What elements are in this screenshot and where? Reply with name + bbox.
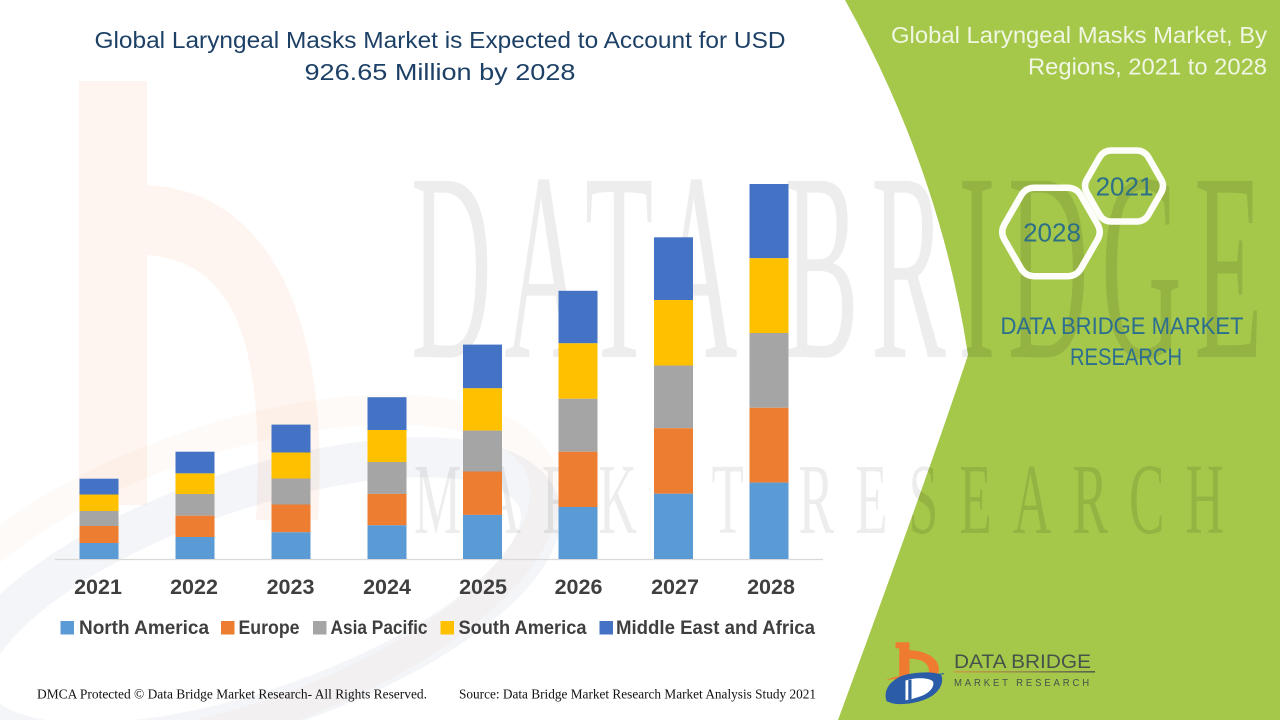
svg-text:DATA BRIDGE: DATA BRIDGE	[954, 651, 1091, 673]
svg-text:MARKET RESEARCH: MARKET RESEARCH	[954, 678, 1092, 689]
svg-text:Regions, 2021 to 2028: Regions, 2021 to 2028	[1028, 54, 1267, 80]
svg-text:2021: 2021	[1096, 172, 1154, 202]
svg-text:2022: 2022	[170, 575, 218, 599]
svg-text:2028: 2028	[747, 575, 795, 599]
svg-text:926.65 Million by 2028: 926.65 Million by 2028	[305, 59, 576, 85]
svg-text:Asia Pacific: Asia Pacific	[331, 618, 428, 639]
svg-text:Europe: Europe	[239, 618, 300, 639]
svg-text:2024: 2024	[363, 575, 411, 599]
svg-text:DMCA Protected © Data Bridge M: DMCA Protected © Data Bridge Market Rese…	[37, 688, 427, 703]
svg-text:RESEARCH: RESEARCH	[1070, 344, 1182, 371]
svg-text:2023: 2023	[267, 575, 315, 599]
svg-text:Global Laryngeal Masks Market: Global Laryngeal Masks Market is Expecte…	[95, 27, 786, 53]
svg-text:2025: 2025	[459, 575, 507, 599]
svg-text:North America: North America	[79, 618, 209, 639]
svg-text:2028: 2028	[1023, 218, 1081, 248]
svg-text:DATA BRIDGE MARKET: DATA BRIDGE MARKET	[1001, 313, 1244, 340]
svg-text:2027: 2027	[651, 575, 699, 599]
svg-text:MARKET RESEARCH: MARKET RESEARCH	[414, 443, 1245, 555]
svg-text:South America: South America	[459, 618, 587, 639]
svg-text:Global Laryngeal Masks Market,: Global Laryngeal Masks Market, By	[891, 22, 1267, 48]
svg-text:2026: 2026	[555, 575, 603, 599]
svg-text:2021: 2021	[74, 575, 122, 599]
svg-text:DATA BRIDGE: DATA BRIDGE	[411, 118, 1275, 416]
svg-text:Middle East and Africa: Middle East and Africa	[616, 618, 815, 639]
svg-text:Source: Data Bridge Market Res: Source: Data Bridge Market Research Mark…	[459, 688, 816, 703]
